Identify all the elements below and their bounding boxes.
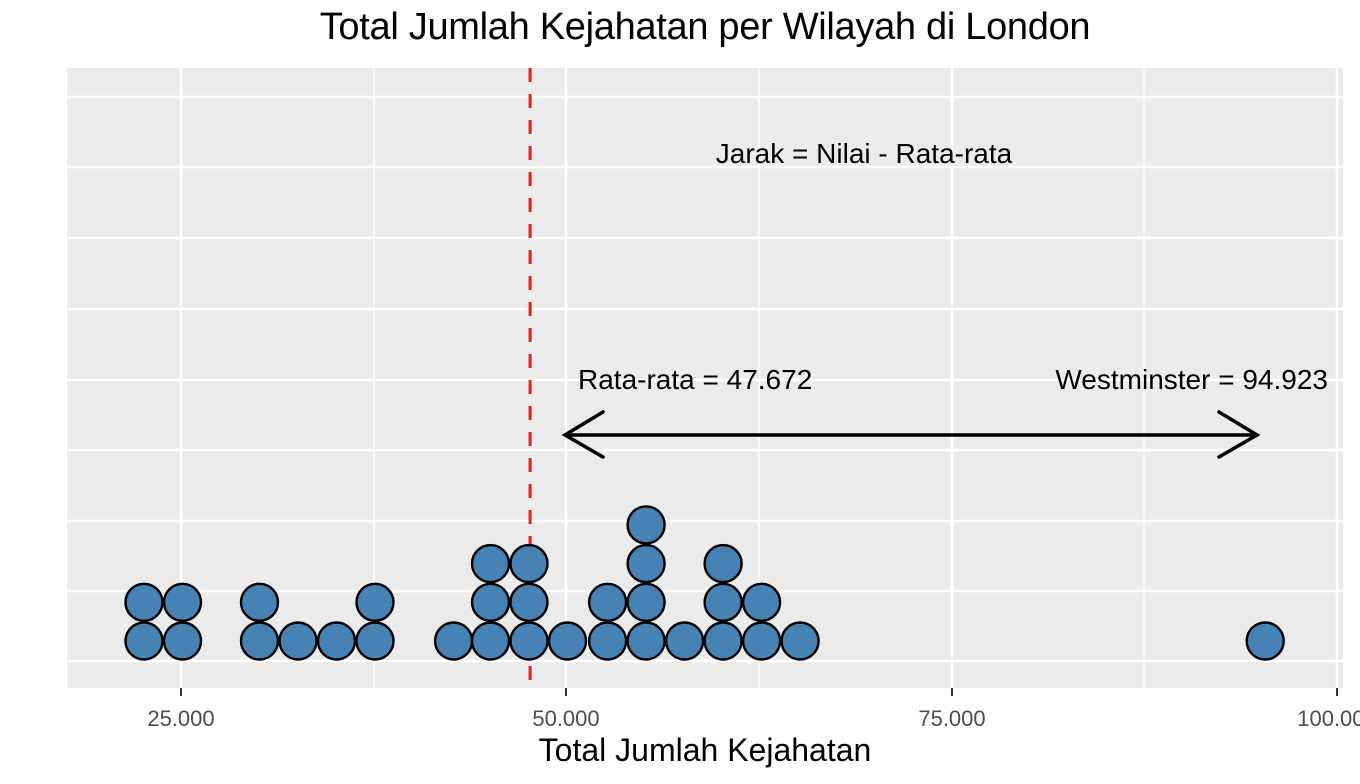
data-dot [433,621,474,661]
data-dot [626,582,666,622]
data-dot [509,582,549,622]
data-dot [239,621,280,661]
data-dot [703,582,743,622]
x-axis-title: Total Jumlah Kejahatan [538,732,872,768]
chart-title: Total Jumlah Kejahatan per Wilayah di Lo… [319,6,1091,48]
data-dot [124,582,164,622]
data-dot [703,621,743,661]
data-dot [278,621,318,661]
data-dot [470,621,511,661]
x-axis-ticks [180,688,1338,696]
data-dot [355,621,395,661]
data-dot [470,543,511,584]
formula-annotation: Jarak = Nilai - Rata-rata [716,138,1013,169]
panel-background [67,68,1343,688]
arrow-left-head-icon [561,410,605,459]
x-tick-label: 75.000 [918,706,985,731]
arrow-right-head-icon [1217,410,1261,459]
data-dot [626,505,666,545]
data-dot [780,621,820,661]
data-dot [162,582,203,622]
data-dot [626,543,666,584]
data-dot [316,621,357,661]
x-tick-label: 25.000 [147,706,214,731]
data-dot [162,621,203,661]
data-dot [547,621,588,661]
data-dot [741,582,782,622]
dot-layer [124,505,1285,661]
horizontal-gridlines [67,95,1343,663]
data-dot [664,621,705,661]
data-dot [470,582,511,622]
data-dot [1245,621,1285,661]
data-dot [626,621,666,661]
data-dot [509,543,549,584]
data-dot [509,621,549,661]
distance-arrow [561,410,1261,459]
data-dot [587,621,628,661]
data-dot [703,543,743,584]
data-dot [587,582,628,622]
data-dot [239,582,280,622]
data-dot [124,621,164,661]
mean-annotation: Rata-rata = 47.672 [578,364,812,395]
westminster-annotation: Westminster = 94.923 [1055,364,1328,395]
data-dot [741,621,782,661]
x-tick-label: 50.000 [532,706,599,731]
x-tick-label: 100.000 [1297,706,1360,731]
data-dot [355,582,395,622]
